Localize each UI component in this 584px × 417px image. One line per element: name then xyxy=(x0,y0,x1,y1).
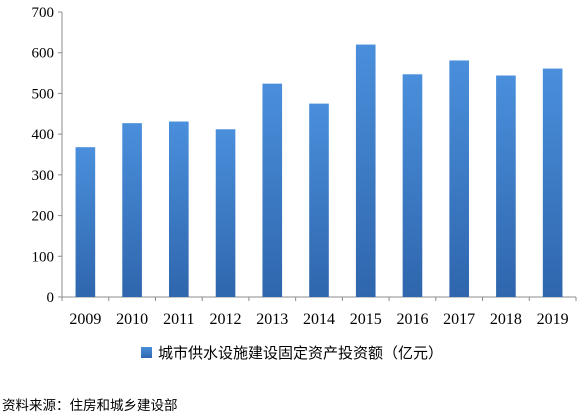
y-tick-label: 0 xyxy=(47,290,55,306)
bar-2009 xyxy=(75,147,96,297)
y-tick-label: 100 xyxy=(32,249,55,265)
legend: 城市供水设施建设固定资产投资额（亿元） xyxy=(0,340,584,364)
x-tick-label: 2015 xyxy=(350,311,382,328)
bar-2015 xyxy=(355,44,376,298)
bar-series xyxy=(75,44,563,298)
legend-label: 城市供水设施建设固定资产投资额（亿元） xyxy=(157,343,443,362)
bar-2013 xyxy=(262,83,283,298)
bar-2019 xyxy=(542,68,563,297)
bar-2018 xyxy=(496,75,516,297)
source-note: 资料来源：住房和城乡建设部 xyxy=(2,398,178,414)
x-tick-label: 2010 xyxy=(116,311,148,328)
x-tick-label: 2013 xyxy=(256,311,288,328)
bar-2011 xyxy=(169,121,189,298)
bar-2016 xyxy=(402,74,423,298)
tick-labels: 0 100 200 300 400 500 600 700 2009 2010 2011 2012 20… xyxy=(32,5,569,328)
x-tick-label: 2012 xyxy=(210,311,242,328)
y-tick-label: 600 xyxy=(32,46,55,62)
y-tick-label: 200 xyxy=(32,209,55,225)
x-tick-label: 2009 xyxy=(69,311,101,328)
legend-swatch xyxy=(140,346,152,358)
x-tick-label: 2019 xyxy=(537,311,569,328)
x-tick-label: 2016 xyxy=(396,311,428,328)
y-tick-label: 700 xyxy=(32,5,55,21)
x-tick-label: 2017 xyxy=(443,311,475,328)
bar-2014 xyxy=(309,103,329,297)
x-tick-label: 2011 xyxy=(163,311,194,328)
chart-axes xyxy=(58,11,577,301)
y-tick-label: 300 xyxy=(32,168,55,184)
bar-2012 xyxy=(215,129,236,297)
x-tick-label: 2014 xyxy=(303,311,335,328)
x-tick-label: 2018 xyxy=(490,311,522,328)
y-tick-label: 400 xyxy=(32,127,55,143)
bar-2010 xyxy=(122,123,142,298)
y-tick-label: 500 xyxy=(32,86,55,102)
bar-2017 xyxy=(449,60,469,298)
